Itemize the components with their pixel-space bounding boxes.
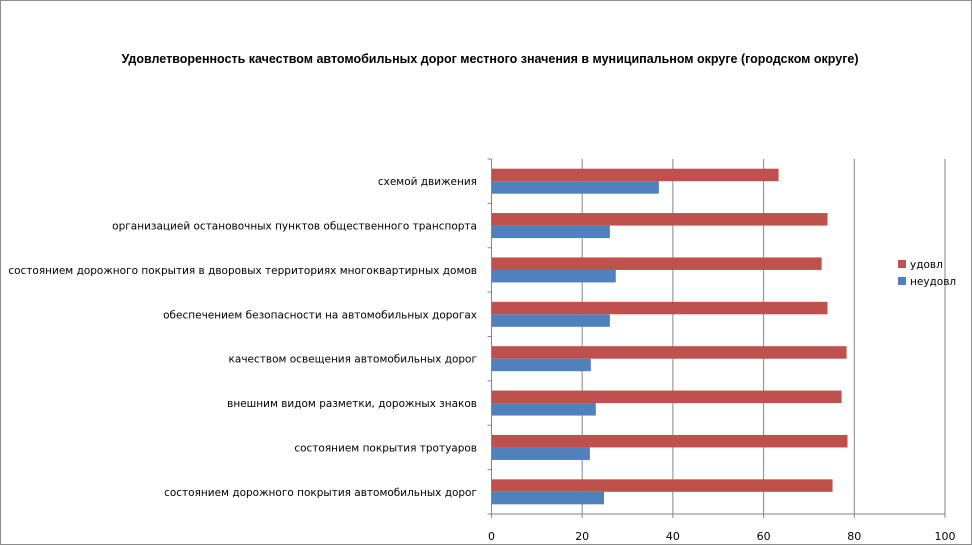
category-label: организацией остановочных пунктов общест… [112,221,477,233]
legend: удовл неудовл [898,259,956,288]
bar-udovl [491,346,847,359]
bar-udovl [491,168,779,182]
bar-neudovl [491,225,610,239]
bars [491,168,848,505]
legend-label: удовл [910,259,943,271]
chart-title: Удовлетворенность качеством автомобильны… [121,52,858,66]
category-label: качеством освещения автомобильных дорог [229,354,477,366]
x-tick-label: 100 [935,530,956,543]
category-labels: схемой движения организацией остановочных… [8,176,477,499]
bar-udovl [491,213,828,226]
x-tick-label: 20 [575,530,589,543]
category-label: обеспечением безопасности на автомобильн… [163,309,477,321]
legend-label: неудовл [910,276,956,288]
bar-neudovl [491,491,604,505]
x-tick-label: 60 [757,530,771,543]
x-tick-label: 80 [847,530,861,543]
category-label: состоянием дорожного покрытия в дворовых… [8,265,477,277]
category-label: внешним видом разметки, дорожных знаков [227,398,477,410]
bar-neudovl [491,314,610,327]
bar-udovl [491,301,828,315]
bar-neudovl [491,269,616,283]
x-tick-label: 40 [666,530,680,543]
bar-neudovl [491,447,590,460]
category-label: схемой движения [378,176,477,188]
bar-udovl [491,434,848,448]
category-label: состоянием дорожного покрытия автомобиль… [164,487,477,499]
legend-swatch [898,277,906,285]
bar-udovl [491,257,822,270]
category-label: состоянием покрытия тротуаров [294,442,477,454]
bar-udovl [491,479,833,492]
bar-neudovl [491,358,591,372]
gridlines [581,159,946,514]
bar-neudovl [491,181,659,194]
axes [487,158,946,518]
legend-swatch [898,260,906,268]
bar-udovl [491,390,842,404]
x-tick-labels: 0 20 40 60 80 100 [488,530,956,543]
bar-neudovl [491,403,596,416]
x-tick-label: 0 [488,530,495,543]
